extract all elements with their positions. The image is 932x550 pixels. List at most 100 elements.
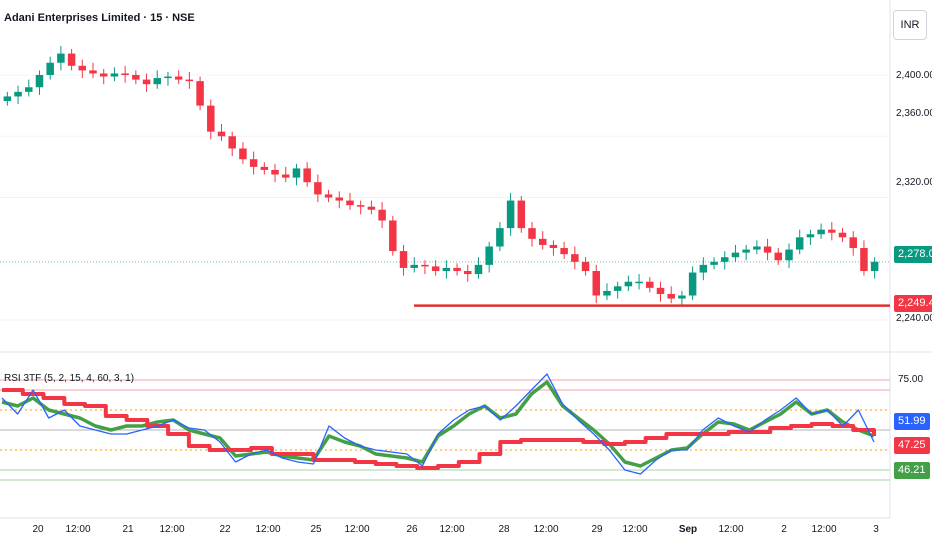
candle-body — [239, 148, 247, 160]
candle-body — [89, 70, 97, 74]
support-price-tag: 2,249.40 — [894, 295, 932, 312]
rsi-fast-line — [1, 373, 875, 475]
rsi-slow-line — [2, 388, 876, 470]
price-tick: 2,240.00 — [896, 313, 932, 324]
candle-body — [496, 228, 504, 247]
candle-body — [528, 228, 536, 239]
candle-body — [3, 96, 12, 102]
time-tick: 2 — [781, 524, 787, 535]
time-tick: 12:00 — [533, 524, 559, 535]
candle-body — [538, 238, 547, 245]
candle-body — [164, 76, 172, 79]
candle-body — [774, 252, 783, 261]
rsi-slow-tag: 47.25 — [894, 437, 930, 454]
time-tick: 12:00 — [622, 524, 648, 535]
candle-body — [25, 87, 33, 92]
candle-body — [517, 200, 526, 229]
candle-body — [14, 91, 22, 97]
candle-body — [35, 75, 44, 88]
candle-body — [453, 267, 461, 271]
candle-body — [271, 169, 279, 175]
candle-body — [185, 79, 194, 82]
price-tick: 2,320.00 — [896, 177, 932, 188]
candle-body — [464, 271, 472, 275]
candle-body — [442, 267, 451, 271]
candle-body — [260, 166, 269, 170]
last-price-tag: 2,278.00 — [894, 246, 932, 263]
candle-body — [785, 249, 793, 261]
time-tick: 29 — [591, 524, 603, 535]
price-tick: 2,360.00 — [896, 108, 932, 119]
candle-body — [57, 53, 65, 63]
candle-body — [356, 205, 365, 207]
candle-body — [389, 220, 397, 252]
candle-body — [132, 75, 140, 80]
candle-body — [46, 62, 54, 75]
rsi-mid-line-series — [1, 380, 875, 468]
time-tick: 12:00 — [811, 524, 837, 535]
candle-body — [731, 252, 740, 258]
candle-body — [110, 73, 119, 77]
candle-body — [870, 261, 879, 271]
candle-body — [763, 246, 772, 253]
candle-body — [635, 281, 643, 284]
time-tick: 12:00 — [718, 524, 744, 535]
rsi-tick: 75.00 — [898, 374, 924, 385]
candle-body — [410, 264, 418, 268]
rsi-fast-tag: 51.99 — [894, 413, 930, 430]
candle-body — [174, 76, 183, 80]
candle-body — [78, 65, 87, 71]
candle-body — [828, 229, 836, 233]
time-tick: Sep — [678, 524, 698, 535]
candle-body — [581, 261, 590, 271]
price-tick: 2,400.00 — [896, 70, 932, 81]
candle-body — [710, 261, 718, 265]
time-tick: 28 — [498, 524, 510, 535]
candle-body — [249, 159, 258, 167]
candle-body — [753, 246, 761, 250]
candle-body — [720, 257, 729, 262]
candle-body — [367, 206, 376, 210]
time-tick: 12:00 — [255, 524, 281, 535]
candle-body — [667, 293, 675, 299]
currency-button[interactable]: INR — [893, 10, 927, 40]
candle-body — [121, 73, 129, 75]
candle-body — [656, 287, 665, 294]
candle-body — [795, 237, 804, 250]
candle-body — [506, 200, 515, 229]
candle-body — [399, 251, 408, 268]
candle-body — [646, 281, 654, 288]
candle-body — [228, 136, 236, 149]
time-tick: 12:00 — [65, 524, 91, 535]
candle-body — [281, 174, 290, 178]
time-tick: 12:00 — [439, 524, 465, 535]
candle-body — [688, 272, 697, 296]
candle-body — [485, 246, 493, 265]
candle-body — [303, 168, 311, 183]
indicator-label[interactable]: RSI 3TF (5, 2, 15, 4, 60, 3, 1) — [4, 373, 135, 384]
chart-title: Adani Enterprises Limited · 15 · NSE — [4, 12, 195, 24]
candle-body — [549, 244, 558, 249]
candle-body — [560, 248, 568, 255]
candle-body — [624, 281, 633, 287]
time-tick: 22 — [219, 524, 231, 535]
candle-body — [742, 249, 750, 253]
candle-body — [324, 194, 333, 198]
candle-body — [292, 168, 301, 178]
candle-body — [838, 232, 847, 238]
candle-body — [207, 105, 215, 132]
candle-body — [67, 53, 76, 66]
candle-body — [142, 79, 151, 85]
candle-body — [378, 209, 386, 221]
time-tick: 20 — [32, 524, 44, 535]
candle-body — [431, 266, 440, 271]
time-tick: 21 — [122, 524, 134, 535]
candle-body — [99, 73, 108, 77]
candle-body — [678, 295, 686, 299]
time-tick: 26 — [406, 524, 418, 535]
candle-body — [196, 81, 204, 106]
candle-body — [335, 197, 344, 201]
rsi-mid-tag: 46.21 — [894, 462, 930, 479]
candle-body — [699, 264, 708, 273]
